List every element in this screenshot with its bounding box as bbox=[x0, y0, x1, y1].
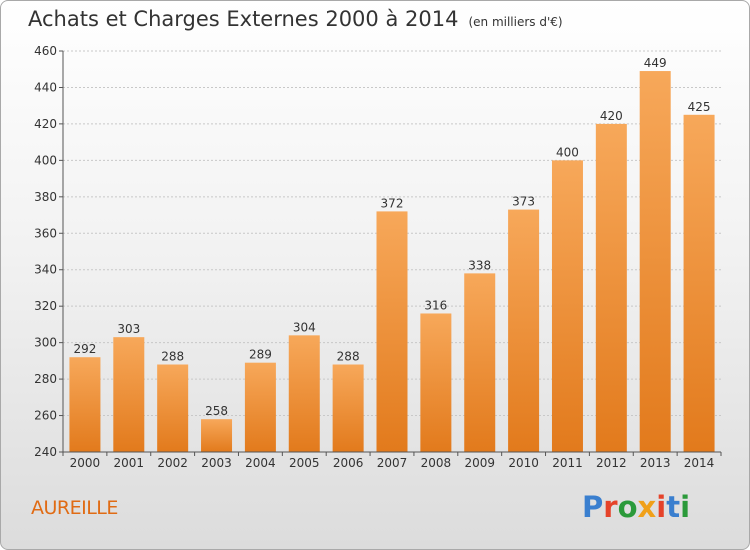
x-tick-label: 2008 bbox=[421, 456, 452, 470]
proxiti-logo: Proxiti bbox=[582, 490, 690, 524]
bar bbox=[508, 209, 540, 452]
bar bbox=[69, 357, 101, 452]
y-tick-label: 280 bbox=[34, 372, 57, 386]
x-tick-label: 2002 bbox=[157, 456, 188, 470]
commune-name: AUREILLE bbox=[31, 497, 118, 519]
bar-value-label: 258 bbox=[205, 404, 228, 418]
bar bbox=[551, 160, 583, 452]
bars: 292 303 288 258 289 304 288 372 316 338 373 400 420 4… bbox=[69, 56, 715, 453]
y-tick-label: 420 bbox=[34, 117, 57, 131]
bar-value-label: 338 bbox=[468, 258, 491, 272]
bar-value-label: 400 bbox=[556, 145, 579, 159]
x-tick-label: 2001 bbox=[114, 456, 145, 470]
x-tick-label: 2005 bbox=[289, 456, 320, 470]
title-text: Achats et Charges Externes 2000 à 2014 bbox=[28, 7, 459, 31]
bar bbox=[464, 273, 496, 452]
logo-letter: o bbox=[617, 490, 638, 524]
bar bbox=[376, 211, 408, 452]
bar-value-label: 316 bbox=[424, 298, 447, 312]
x-tick-label: 2004 bbox=[245, 456, 276, 470]
logo-letter: P bbox=[582, 490, 604, 524]
bar bbox=[201, 419, 233, 452]
logo-letter: i bbox=[656, 490, 667, 524]
x-tick-label: 2000 bbox=[70, 456, 101, 470]
chart-title: Achats et Charges Externes 2000 à 2014 (e… bbox=[28, 7, 563, 31]
logo-letter: t bbox=[666, 490, 681, 524]
bar-value-label: 373 bbox=[512, 195, 535, 209]
bar-value-label: 304 bbox=[293, 320, 316, 334]
y-tick-label: 400 bbox=[34, 153, 57, 167]
y-tick-label: 360 bbox=[34, 226, 57, 240]
y-tick-label: 460 bbox=[34, 44, 57, 58]
y-tick-label: 300 bbox=[34, 336, 57, 350]
x-tick-label: 2006 bbox=[333, 456, 364, 470]
bar bbox=[157, 364, 189, 452]
y-tick-label: 380 bbox=[34, 190, 57, 204]
bar bbox=[639, 71, 671, 453]
bar-value-label: 303 bbox=[117, 322, 140, 336]
bar-value-label: 449 bbox=[644, 56, 667, 70]
bar-value-label: 425 bbox=[688, 100, 711, 114]
bar-value-label: 288 bbox=[161, 350, 184, 364]
bar-value-label: 289 bbox=[249, 348, 272, 362]
y-tick-label: 260 bbox=[34, 409, 57, 423]
bar bbox=[420, 313, 452, 452]
bar-value-label: 372 bbox=[381, 196, 404, 210]
bar bbox=[244, 362, 276, 452]
x-tick-label: 2012 bbox=[596, 456, 627, 470]
x-tick-label: 2009 bbox=[464, 456, 495, 470]
y-tick-label: 440 bbox=[34, 80, 57, 94]
y-tick-label: 340 bbox=[34, 263, 57, 277]
bar-value-label: 420 bbox=[600, 109, 623, 123]
x-tick-label: 2013 bbox=[640, 456, 671, 470]
x-tick-label: 2011 bbox=[552, 456, 583, 470]
y-tick-label: 240 bbox=[34, 445, 57, 459]
bar bbox=[595, 123, 627, 452]
x-tick-label: 2010 bbox=[508, 456, 539, 470]
x-tick-label: 2014 bbox=[684, 456, 715, 470]
x-tick-label: 2003 bbox=[201, 456, 232, 470]
logo-letter: r bbox=[603, 490, 618, 524]
bar bbox=[288, 335, 320, 452]
logo-letter: i bbox=[680, 490, 691, 524]
unit-label: (en milliers d'€) bbox=[468, 15, 563, 29]
bar bbox=[113, 337, 145, 452]
bar bbox=[683, 114, 715, 452]
logo-letter: x bbox=[637, 490, 657, 524]
bar-value-label: 288 bbox=[337, 350, 360, 364]
y-tick-label: 320 bbox=[34, 299, 57, 313]
x-tick-label: 2007 bbox=[377, 456, 408, 470]
bar bbox=[332, 364, 364, 452]
bar-value-label: 292 bbox=[73, 342, 96, 356]
axes: 240 260 280 300 320 340 360 380 400 420 440 460 2000… bbox=[34, 44, 722, 470]
